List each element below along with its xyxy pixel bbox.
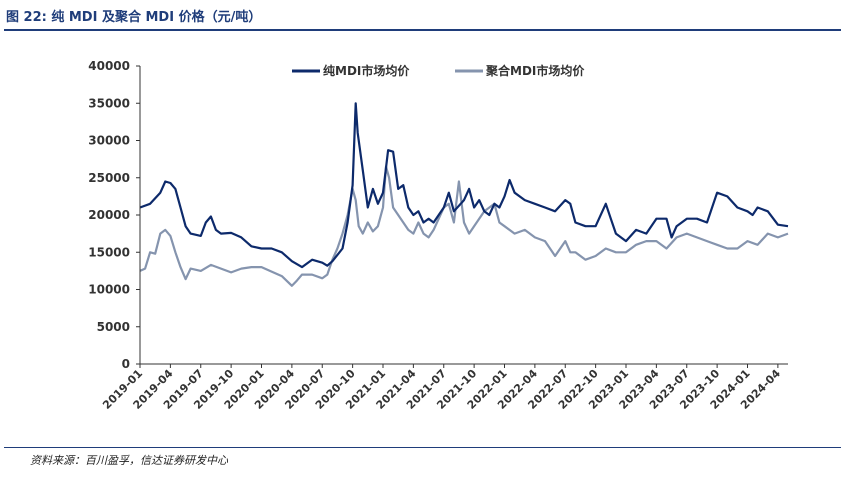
y-tick-label: 40000 xyxy=(88,59,130,73)
y-tick-label: 10000 xyxy=(88,283,130,297)
legend-label-pure-mdi: 纯MDI市场均价 xyxy=(323,63,410,78)
legend: 纯MDI市场均价 聚合MDI市场均价 xyxy=(292,63,585,78)
series-line-pure-mdi xyxy=(139,102,789,269)
source-rule xyxy=(4,447,841,448)
price-line-chart: 0 5000 10000 15000 20000 25000 30000 35000 40000… xyxy=(88,59,789,412)
y-tick-label: 0 xyxy=(122,357,130,371)
y-tick-label: 15000 xyxy=(88,245,130,259)
y-tick-label: 20000 xyxy=(88,208,130,222)
y-tick-label: 5000 xyxy=(97,320,130,334)
title-rule xyxy=(4,29,841,31)
source-note: 资料来源：百川盈孚，信达证券研发中心 xyxy=(30,454,228,467)
series-line-polymeric-mdi xyxy=(139,165,789,287)
y-tick-label: 35000 xyxy=(88,96,130,110)
y-tick-label: 30000 xyxy=(88,134,130,148)
figure-title: 图 22: 纯 MDI 及聚合 MDI 价格（元/吨） xyxy=(6,10,262,25)
y-tick-label: 25000 xyxy=(88,171,130,185)
legend-label-polymeric-mdi: 聚合MDI市场均价 xyxy=(485,63,585,78)
